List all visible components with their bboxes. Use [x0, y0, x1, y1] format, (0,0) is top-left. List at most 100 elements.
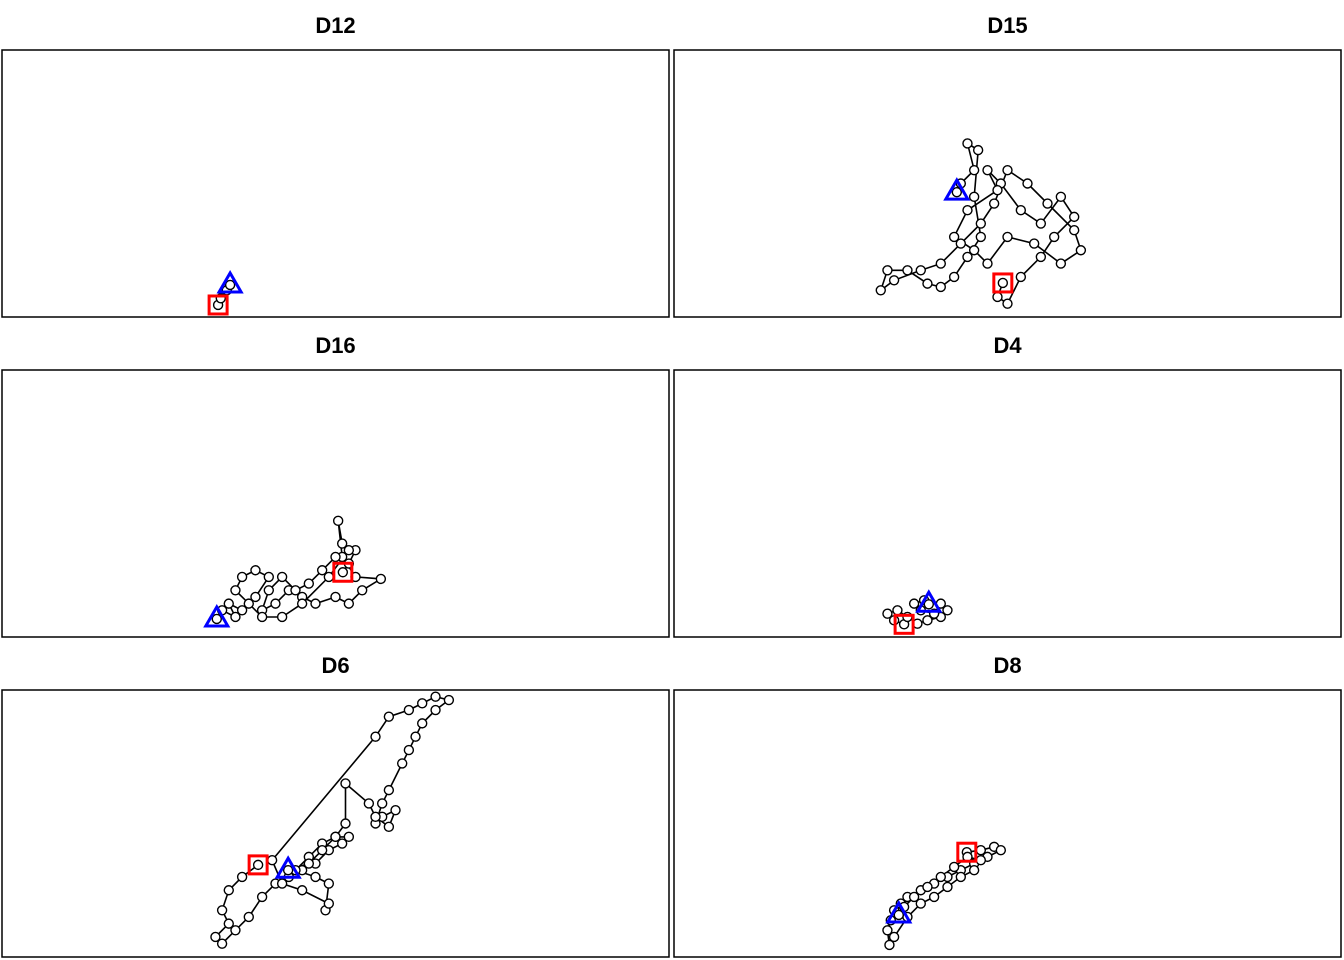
- track-point: [390, 804, 401, 816]
- track-point: [1015, 204, 1027, 216]
- track-point: [230, 585, 241, 596]
- track-point: [992, 291, 1003, 303]
- panel-title: D6: [321, 653, 349, 678]
- end-marker: [274, 855, 302, 879]
- track-point: [888, 275, 900, 286]
- panel-frame: [1, 689, 670, 958]
- track-point: [982, 258, 993, 269]
- end-marker: [943, 177, 971, 201]
- track-point: [383, 821, 395, 833]
- track-point: [330, 831, 341, 843]
- end-marker: [915, 589, 943, 613]
- track-point: [882, 925, 893, 936]
- track-point: [256, 891, 268, 903]
- track-point: [902, 265, 913, 276]
- track-point: [290, 585, 301, 596]
- track-point: [443, 694, 455, 706]
- track-point: [337, 567, 349, 578]
- track-point: [955, 871, 967, 883]
- track-point: [303, 578, 315, 589]
- track-point: [383, 784, 395, 796]
- track-point: [922, 278, 933, 289]
- track-point: [928, 891, 940, 903]
- track-point: [1002, 231, 1013, 243]
- track-point: [942, 605, 953, 616]
- end-marker: [216, 269, 244, 294]
- track-point: [888, 931, 900, 943]
- track-point: [1068, 211, 1080, 223]
- plot-area: [207, 269, 244, 316]
- track-point: [296, 598, 308, 609]
- track-point: [216, 938, 228, 949]
- track-point: [922, 615, 933, 626]
- track-point: [430, 691, 441, 702]
- track-point: [263, 571, 274, 583]
- track-point: [263, 585, 274, 596]
- track-point: [236, 571, 248, 583]
- track-point: [942, 881, 953, 893]
- panel: D8: [673, 653, 1342, 958]
- track-point: [343, 598, 355, 609]
- track-point: [430, 704, 441, 716]
- track-point: [915, 265, 926, 276]
- track-point: [230, 611, 241, 623]
- track-point: [375, 573, 387, 585]
- track-point: [935, 281, 946, 293]
- track-point: [276, 611, 288, 623]
- track-point: [210, 931, 221, 943]
- track-point: [243, 598, 254, 609]
- plot-area: [203, 515, 387, 628]
- track-point: [955, 238, 967, 249]
- track-point: [908, 891, 920, 903]
- start-marker: [247, 854, 269, 876]
- track-point: [948, 231, 960, 243]
- track-point: [410, 731, 421, 742]
- track-point: [1028, 238, 1040, 249]
- track-point: [276, 878, 288, 889]
- track-point: [908, 598, 920, 609]
- track-point: [332, 515, 344, 527]
- plot-area: [210, 691, 455, 949]
- panel-frame: [673, 49, 1342, 318]
- track-point: [403, 744, 415, 756]
- track-point: [975, 218, 987, 229]
- track-point: [340, 778, 351, 789]
- panel: D6: [1, 653, 670, 958]
- track-point: [968, 191, 980, 203]
- track-point: [975, 231, 987, 243]
- track-point: [316, 845, 328, 856]
- track-point: [336, 538, 348, 549]
- track-point: [336, 838, 348, 849]
- track-point: [323, 571, 335, 583]
- track-point: [1035, 251, 1047, 263]
- track-point: [1055, 258, 1067, 269]
- start-marker: [956, 841, 978, 863]
- track-point: [211, 613, 222, 625]
- track-point: [236, 871, 248, 883]
- panel: D15: [673, 13, 1342, 318]
- track-point: [417, 718, 428, 729]
- track-point: [1015, 271, 1027, 283]
- panel-title: D15: [987, 13, 1027, 38]
- track-point: [252, 859, 264, 871]
- track-point: [223, 918, 234, 929]
- panel: D16: [1, 333, 670, 638]
- track-point: [270, 598, 281, 609]
- track-point: [370, 731, 381, 742]
- panel: D12: [1, 13, 670, 318]
- track-point: [250, 565, 261, 576]
- track-point: [243, 911, 254, 923]
- plot-area: [882, 841, 1007, 951]
- track-point: [972, 144, 984, 156]
- track-point: [922, 881, 933, 893]
- track-point: [397, 758, 408, 769]
- track-point: [323, 898, 335, 909]
- track-point: [935, 258, 946, 269]
- track-point: [316, 565, 328, 576]
- track-point: [992, 184, 1003, 196]
- panel-frame: [673, 369, 1342, 638]
- track-point: [892, 605, 903, 616]
- track-point: [915, 898, 926, 909]
